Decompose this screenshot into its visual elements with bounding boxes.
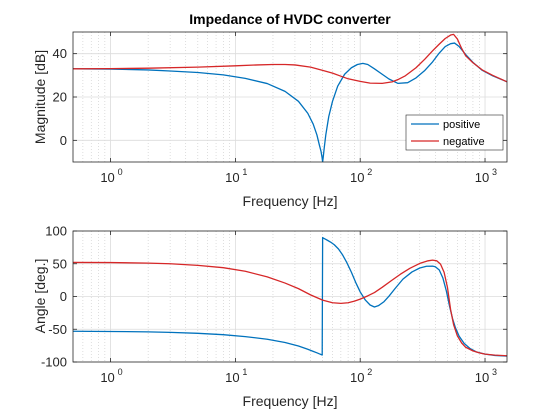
angle-x-tick-label: 10	[100, 370, 114, 385]
angle-x-tick-exponent: 3	[492, 367, 497, 377]
angle-x-tick-label: 10	[350, 370, 364, 385]
magnitude-y-tick-label: 40	[53, 46, 67, 61]
angle-x-tick-exponent: 1	[242, 367, 247, 377]
magnitude-chart-title: Impedance of HVDC converter	[189, 11, 391, 27]
angle-y-tick-label: 100	[45, 224, 67, 239]
legend-label-positive: positive	[443, 119, 480, 131]
angle-y-tick-label: 50	[53, 256, 67, 271]
magnitude-x-tick-exponent: 0	[118, 167, 123, 177]
magnitude-x-tick-exponent: 2	[367, 167, 372, 177]
legend-box	[405, 114, 504, 151]
angle-x-tick-exponent: 0	[118, 367, 123, 377]
legend-label-negative: negative	[443, 136, 485, 148]
angle-x-axis-label: Frequency [Hz]	[243, 393, 338, 409]
angle-y-tick-label: -50	[48, 322, 67, 337]
magnitude-x-axis-label: Frequency [Hz]	[243, 193, 338, 209]
angle-y-tick-label: 0	[60, 289, 67, 304]
legend: positive negative	[405, 114, 504, 151]
angle-y-axis-label: Angle [deg.]	[32, 259, 48, 334]
magnitude-x-tick-label: 10	[475, 170, 489, 185]
magnitude-x-tick-label: 10	[100, 170, 114, 185]
magnitude-y-axis-label: Magnitude [dB]	[32, 50, 48, 144]
magnitude-x-tick-exponent: 3	[492, 167, 497, 177]
magnitude-series-line-positive	[73, 42, 507, 162]
magnitude-y-tick-label: 0	[60, 133, 67, 148]
magnitude-x-tick-label: 10	[225, 170, 239, 185]
angle-y-tick-label: -100	[41, 355, 67, 370]
angle-x-tick-label: 10	[225, 370, 239, 385]
angle-series-line-negative	[73, 259, 507, 357]
angle-lines	[73, 236, 507, 357]
angle-x-tick-label: 10	[475, 370, 489, 385]
magnitude-y-tick-label: 20	[53, 90, 67, 105]
magnitude-x-tick-label: 10	[350, 170, 364, 185]
magnitude-x-tick-exponent: 1	[242, 167, 247, 177]
magnitude-lines	[73, 33, 507, 162]
angle-x-tick-exponent: 2	[367, 367, 372, 377]
magnitude-series-line-negative	[73, 33, 507, 84]
